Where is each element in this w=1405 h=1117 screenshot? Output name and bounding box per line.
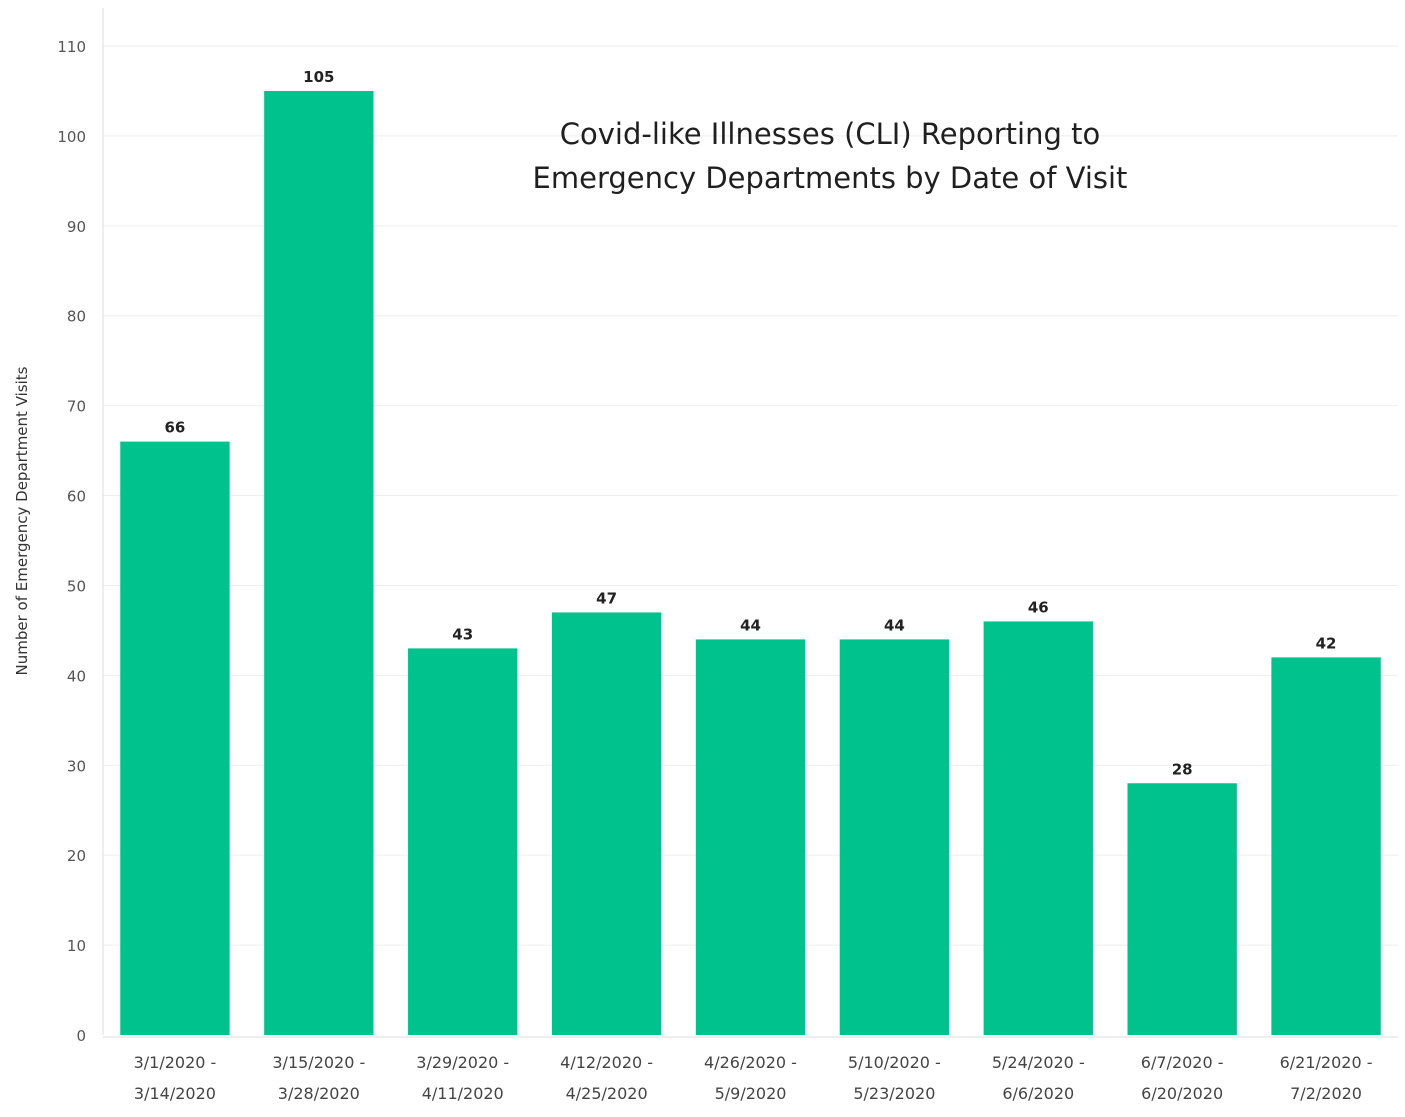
data-label: 66 bbox=[165, 419, 186, 437]
y-tick-label: 10 bbox=[67, 937, 86, 955]
x-tick-label-line: 5/24/2020 - bbox=[992, 1053, 1085, 1072]
x-tick-label: 4/12/2020 - 4/25/2020 bbox=[560, 1053, 653, 1103]
x-tick-label: 3/1/2020 - 3/14/2020 bbox=[134, 1053, 217, 1103]
y-tick-label: 20 bbox=[67, 847, 86, 865]
bar bbox=[264, 90, 374, 1036]
x-tick-label-line: 5/9/2020 bbox=[715, 1084, 787, 1103]
data-label: 47 bbox=[596, 589, 617, 607]
x-tick-label-line: 6/20/2020 bbox=[1141, 1084, 1223, 1103]
x-tick-label: 5/10/2020 - 5/23/2020 bbox=[848, 1053, 941, 1103]
data-label: 105 bbox=[303, 68, 334, 86]
data-label: 28 bbox=[1172, 760, 1193, 778]
x-tick-label: 5/24/2020 - 6/6/2020 bbox=[992, 1053, 1085, 1103]
x-tick-label: 3/29/2020 - 4/11/2020 bbox=[416, 1053, 509, 1103]
x-tick-label: 3/15/2020 - 3/28/2020 bbox=[272, 1053, 365, 1103]
data-labels: 66 105 43 47 44 44 46 28 42 bbox=[165, 68, 1337, 778]
bar bbox=[695, 639, 806, 1035]
chart-title: Covid-like Illnesses (CLI) Reporting to … bbox=[532, 117, 1128, 195]
y-tick-label: 110 bbox=[57, 38, 86, 56]
bar bbox=[120, 441, 230, 1036]
bar bbox=[1127, 783, 1237, 1035]
y-tick-label: 90 bbox=[67, 218, 86, 236]
x-tick-label: 4/26/2020 - 5/9/2020 bbox=[704, 1053, 797, 1103]
bars bbox=[120, 90, 1381, 1036]
data-label: 44 bbox=[740, 616, 761, 634]
bar bbox=[408, 648, 518, 1035]
bar bbox=[983, 621, 1093, 1035]
x-tick-label-line: 6/6/2020 bbox=[1002, 1084, 1074, 1103]
bar bbox=[1271, 657, 1381, 1035]
y-tick-label: 40 bbox=[67, 667, 86, 685]
x-tick-label-line: 3/29/2020 - bbox=[416, 1053, 509, 1072]
y-tick-label: 60 bbox=[67, 488, 86, 506]
data-label: 42 bbox=[1316, 634, 1337, 652]
x-tick-label-line: 4/11/2020 bbox=[422, 1084, 504, 1103]
x-tick-label-line: 4/26/2020 - bbox=[704, 1053, 797, 1072]
y-tick-label: 80 bbox=[67, 308, 86, 326]
x-tick-label-line: 5/10/2020 - bbox=[848, 1053, 941, 1072]
y-axis: 0 10 20 30 40 50 60 70 80 90 100 110 bbox=[57, 38, 86, 1045]
x-tick-label-line: 6/7/2020 - bbox=[1141, 1053, 1224, 1072]
y-tick-label: 50 bbox=[67, 577, 86, 595]
x-tick-label-line: 7/2/2020 bbox=[1290, 1084, 1362, 1103]
x-tick-label-line: 3/28/2020 bbox=[278, 1084, 360, 1103]
y-tick-label: 100 bbox=[57, 128, 86, 146]
data-label: 43 bbox=[452, 625, 473, 643]
y-tick-label: 30 bbox=[67, 757, 86, 775]
y-tick-label: 0 bbox=[76, 1027, 86, 1045]
x-tick-label-line: 4/12/2020 - bbox=[560, 1053, 653, 1072]
x-tick-label: 6/21/2020 - 7/2/2020 bbox=[1280, 1053, 1373, 1103]
y-axis-title: Number of Emergency Department Visits bbox=[13, 366, 31, 675]
x-tick-label-line: 4/25/2020 bbox=[566, 1084, 648, 1103]
x-tick-label: 6/7/2020 - 6/20/2020 bbox=[1141, 1053, 1224, 1103]
bar bbox=[551, 612, 662, 1035]
x-tick-label-line: 5/23/2020 bbox=[853, 1084, 935, 1103]
y-tick-label: 70 bbox=[67, 398, 86, 416]
x-tick-label-line: 3/1/2020 - bbox=[134, 1053, 217, 1072]
x-tick-label-line: 3/14/2020 bbox=[134, 1084, 216, 1103]
bar bbox=[839, 639, 950, 1035]
x-tick-label-line: 3/15/2020 - bbox=[272, 1053, 365, 1072]
data-label: 44 bbox=[884, 616, 905, 634]
data-label: 46 bbox=[1028, 598, 1049, 616]
x-tick-label-line: 6/21/2020 - bbox=[1280, 1053, 1373, 1072]
